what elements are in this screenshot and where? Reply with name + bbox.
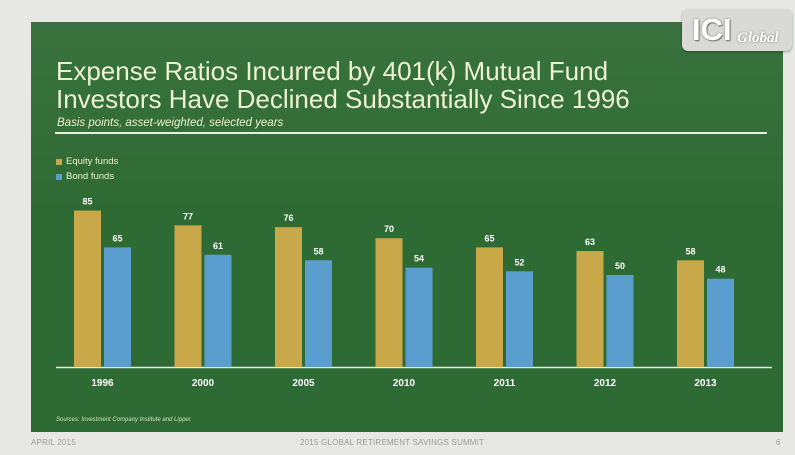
footer-event: 2015 GLOBAL RETIREMENT SAVINGS SUMMIT: [300, 438, 485, 447]
legend-label-equity: Equity funds: [66, 156, 119, 167]
x-tick-label-2012: 2012: [594, 378, 617, 389]
bar-bond-2013: [707, 278, 734, 367]
x-tick-label-2011: 2011: [494, 378, 516, 389]
bar-equity-2000: [174, 225, 202, 367]
data-label-equity-1996: 85: [82, 197, 92, 207]
logo-subtext: Global: [737, 30, 779, 46]
bar-bond-2011: [506, 271, 533, 367]
bar-equity-1996: [74, 210, 101, 367]
title-divider: [55, 132, 767, 134]
data-label-equity-2011: 65: [484, 233, 494, 243]
data-label-bond-2013: 48: [715, 265, 725, 275]
bar-equity-2013: [677, 260, 704, 367]
footer-page-number: 6: [776, 438, 781, 447]
bar-equity-2012: [576, 251, 604, 367]
bar-equity-2010: [375, 238, 403, 367]
slide-title-line-2: Investors Have Declined Substantially Si…: [56, 84, 630, 114]
bar-equity-2011: [476, 247, 503, 367]
data-label-equity-2013: 58: [685, 246, 695, 256]
legend-item-equity: Equity funds: [56, 154, 118, 169]
chart-legend: Equity funds Bond funds: [56, 154, 118, 184]
slide-subtitle: Basis points, asset-weighted, selected y…: [57, 117, 284, 129]
legend-swatch-equity: [56, 158, 62, 165]
data-label-bond-2011: 52: [514, 257, 524, 267]
footer-date: APRIL 2015: [31, 438, 76, 447]
data-label-equity-2010: 70: [384, 224, 394, 234]
x-tick-label-2005: 2005: [292, 378, 315, 389]
data-label-equity-2000: 77: [183, 211, 193, 221]
data-label-bond-2010: 54: [414, 254, 424, 264]
data-label-equity-2005: 76: [283, 213, 293, 223]
bar-equity-2005: [275, 227, 302, 367]
x-tick-label-2000: 2000: [192, 378, 215, 389]
data-label-bond-1996: 65: [112, 233, 122, 243]
bar-bond-1996: [104, 247, 131, 367]
x-tick-label-2010: 2010: [393, 378, 416, 389]
bar-bond-2005: [305, 260, 332, 367]
data-label-equity-2012: 63: [585, 237, 595, 247]
data-label-bond-2012: 50: [615, 261, 625, 271]
logo-wordmark: ICI: [692, 12, 732, 47]
bar-bond-2000: [204, 254, 232, 367]
x-tick-label-2013: 2013: [694, 378, 717, 389]
data-label-bond-2000: 61: [213, 241, 223, 251]
slide-title-line-1: Expense Ratios Incurred by 401(k) Mutual…: [56, 56, 609, 86]
slide-title: Expense Ratios Incurred by 401(k) Mutual…: [56, 57, 696, 113]
bar-bond-2012: [606, 275, 634, 367]
legend-label-bond: Bond funds: [66, 171, 115, 182]
data-label-bond-2005: 58: [313, 246, 323, 256]
x-tick-label-1996: 1996: [91, 378, 114, 389]
legend-swatch-bond: [56, 173, 62, 180]
legend-item-bond: Bond funds: [56, 169, 118, 184]
source-note: Sources: Investment Company Institute an…: [56, 417, 191, 423]
bar-bond-2010: [405, 267, 433, 367]
ici-global-logo: ICI Global: [682, 9, 792, 51]
